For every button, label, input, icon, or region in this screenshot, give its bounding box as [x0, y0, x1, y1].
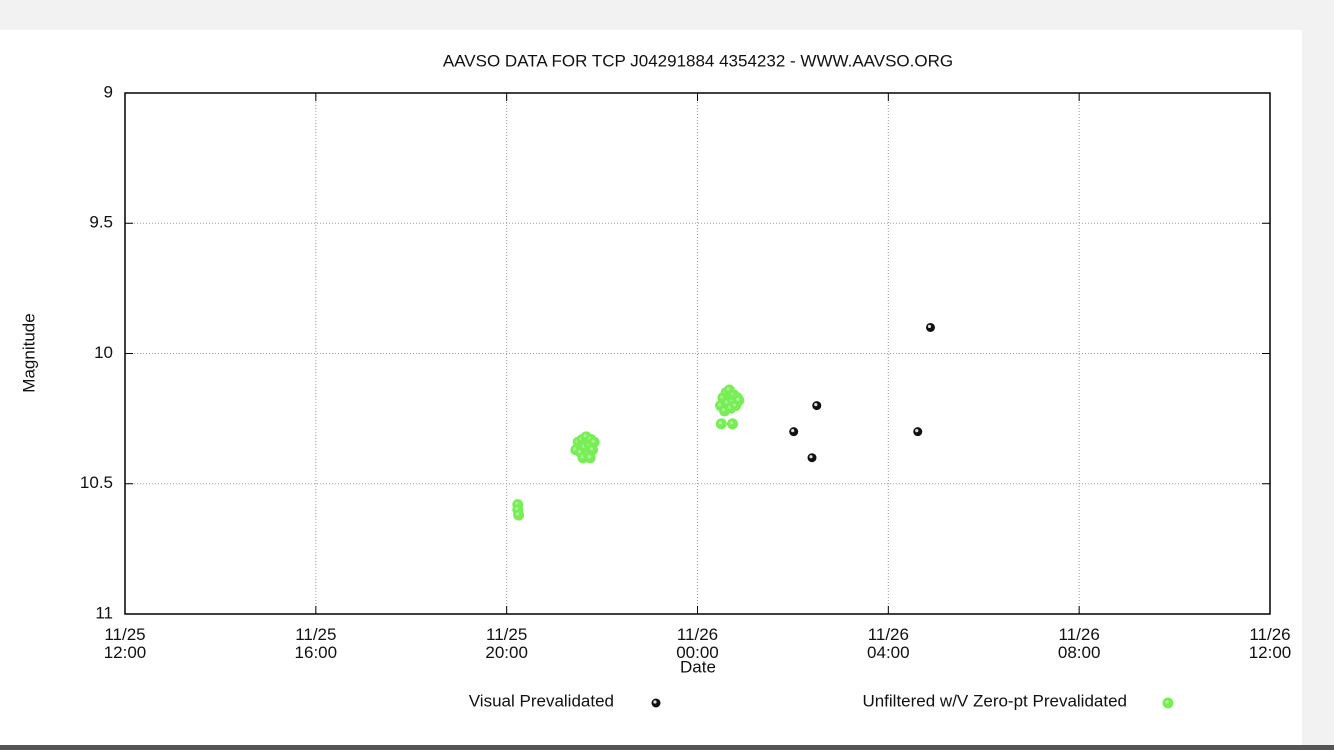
- y-tick-label: 9.5: [89, 213, 113, 232]
- point-highlight: [729, 421, 734, 425]
- point: [812, 401, 822, 411]
- plot-frame: [124, 92, 1271, 615]
- bottom-bar: [0, 745, 1334, 750]
- point-highlight: [653, 700, 657, 704]
- point-highlight: [591, 439, 595, 443]
- point-highlight: [580, 455, 584, 459]
- x-tick-label: 11/26 12:00: [1248, 625, 1292, 662]
- point-highlight: [515, 512, 520, 516]
- y-axis-label: Magnitude: [19, 313, 38, 392]
- y-tick-label: 11: [95, 603, 113, 622]
- point-highlight: [573, 447, 577, 451]
- y-tick-label: 10: [94, 343, 113, 362]
- point: [584, 452, 596, 464]
- legend-label: Unfiltered w/V Zero-pt Prevalidated: [862, 691, 1127, 710]
- point: [715, 418, 727, 430]
- point: [913, 427, 923, 437]
- x-axis-label: Date: [680, 657, 716, 676]
- point-highlight: [809, 455, 813, 459]
- x-tick-label: 11/25 16:00: [294, 625, 338, 662]
- x-tick-label: 11/26 08:00: [1057, 625, 1101, 662]
- point: [513, 509, 525, 521]
- x-tick-label: 11/25 12:00: [103, 625, 147, 662]
- point-highlight: [791, 429, 795, 433]
- point-highlight: [726, 387, 730, 391]
- point-highlight: [583, 434, 587, 438]
- legend-marker: [651, 698, 661, 708]
- point: [807, 453, 817, 463]
- x-tick-label: 11/26 00:00: [676, 625, 719, 662]
- point-highlight: [927, 324, 932, 329]
- x-tick-label: 11/25 20:00: [485, 625, 528, 662]
- point-highlight: [721, 408, 726, 412]
- point-highlight: [717, 403, 722, 407]
- chart-title: AAVSO DATA FOR TCP J04291884 4354232 - W…: [443, 51, 953, 70]
- point-highlight: [915, 429, 919, 433]
- point-highlight: [1165, 700, 1169, 704]
- chart-panel: [0, 30, 1302, 745]
- point: [789, 427, 799, 437]
- y-tick-label: 9: [104, 82, 113, 101]
- point-highlight: [814, 403, 818, 407]
- point: [733, 394, 745, 406]
- point-highlight: [515, 507, 519, 511]
- point-highlight: [736, 397, 740, 401]
- y-tick-label: 10.5: [80, 473, 113, 492]
- point-highlight: [718, 421, 722, 425]
- legend-marker: [1162, 697, 1174, 709]
- point-highlight: [587, 455, 591, 459]
- point: [925, 322, 935, 332]
- legend-label: Visual Prevalidated: [469, 691, 614, 710]
- point-highlight: [589, 447, 594, 451]
- point: [726, 418, 738, 430]
- point: [588, 436, 600, 448]
- x-tick-label: 11/26 04:00: [867, 625, 910, 662]
